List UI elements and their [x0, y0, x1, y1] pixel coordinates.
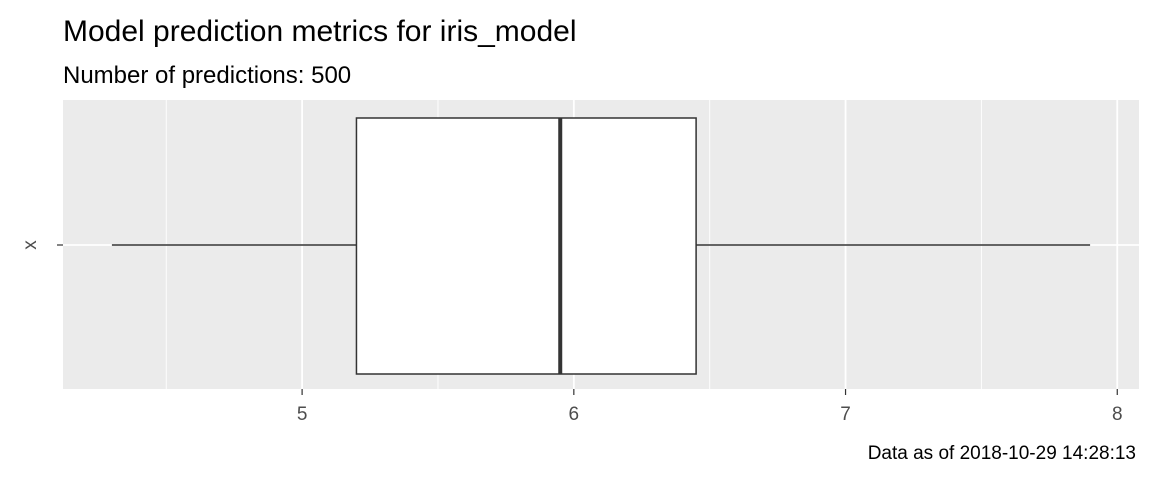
box-iqr	[355, 117, 697, 375]
chart-caption: Data as of 2018-10-29 14:28:13	[868, 443, 1136, 464]
boxplot	[111, 117, 1091, 375]
x-tick-label: 7	[840, 404, 851, 425]
chart-subtitle: Number of predictions: 500	[63, 62, 351, 89]
x-tick-label: 6	[569, 404, 580, 425]
x-tick-label: 5	[297, 404, 308, 425]
chart-title: Model prediction metrics for iris_model	[63, 15, 577, 48]
y-category-label: x	[20, 240, 41, 250]
x-tick-label: 8	[1112, 404, 1123, 425]
x-axis: 5 6 7 8	[297, 389, 1123, 425]
